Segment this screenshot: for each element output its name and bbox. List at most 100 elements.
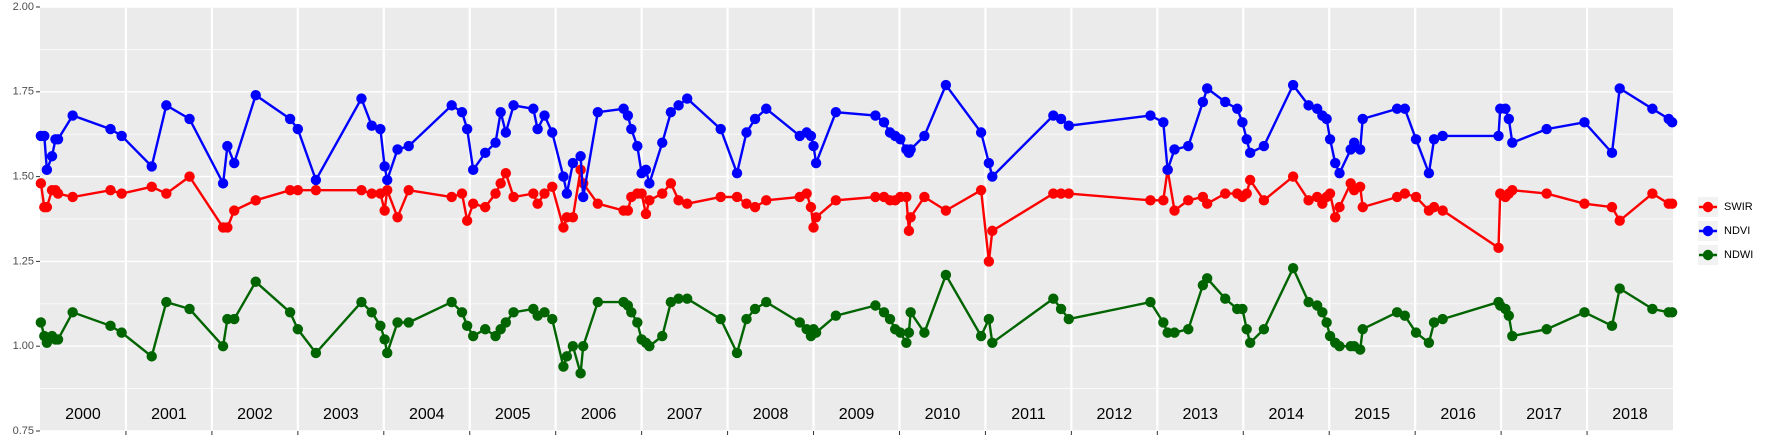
data-point [1579, 198, 1590, 209]
data-point [1183, 324, 1194, 335]
data-point [446, 191, 457, 203]
data-point [310, 174, 322, 186]
data-point [1145, 296, 1156, 308]
data-point [657, 330, 668, 342]
data-point [640, 164, 652, 176]
year-label: 2005 [495, 406, 531, 423]
data-point [1303, 296, 1314, 308]
data-point [467, 198, 479, 209]
data-point [116, 327, 127, 338]
year-label: 2016 [1440, 406, 1476, 423]
data-point [673, 195, 684, 206]
data-point [1428, 134, 1440, 145]
data-point [1232, 103, 1243, 114]
data-point [1303, 195, 1314, 206]
data-point [508, 100, 519, 111]
year-label: 2002 [237, 406, 273, 423]
data-point [392, 317, 403, 328]
data-point [284, 113, 296, 125]
data-point [575, 151, 586, 162]
data-point [884, 313, 896, 325]
data-point [1666, 117, 1678, 128]
data-point [870, 110, 881, 121]
legend-dot [1702, 249, 1714, 261]
data-point [161, 100, 172, 111]
data-point [292, 324, 304, 335]
data-point [1541, 324, 1552, 335]
data-point [1169, 144, 1180, 155]
data-point [392, 212, 403, 223]
data-point [229, 313, 240, 325]
data-point [379, 334, 390, 345]
data-point [528, 188, 539, 199]
data-point [1241, 188, 1252, 199]
data-point [919, 191, 930, 203]
data-point [67, 307, 78, 318]
data-point [250, 276, 261, 287]
data-point [1503, 113, 1515, 125]
data-point [983, 313, 995, 325]
data-point [1354, 344, 1366, 355]
data-point [495, 106, 506, 118]
data-point [577, 191, 589, 203]
data-point [161, 188, 172, 199]
data-point [741, 313, 752, 325]
data-point [1201, 198, 1213, 209]
data-point [561, 188, 573, 199]
data-point [810, 327, 822, 338]
data-point [146, 351, 157, 362]
data-point [1647, 188, 1658, 199]
data-point [761, 195, 772, 206]
data-point [1244, 337, 1256, 349]
data-point [681, 293, 693, 304]
data-point [456, 188, 468, 199]
data-point [284, 184, 296, 196]
data-point [1541, 188, 1552, 199]
data-point [217, 178, 229, 189]
data-point [1437, 313, 1448, 325]
legend-label: SWIR [1724, 201, 1753, 213]
data-point [1348, 137, 1360, 148]
data-point [539, 307, 550, 318]
data-point [382, 174, 393, 186]
legend-label: NDWI [1724, 249, 1753, 261]
data-point [528, 103, 539, 114]
data-point [1437, 205, 1448, 216]
data-point [292, 184, 304, 196]
year-label: 2009 [839, 406, 875, 423]
year-label: 2000 [65, 406, 101, 423]
data-point [116, 188, 127, 199]
data-point [749, 113, 761, 125]
data-point [794, 317, 805, 328]
data-point [456, 307, 468, 318]
data-point [1614, 215, 1625, 226]
data-point [1493, 130, 1504, 142]
data-point [749, 303, 761, 315]
data-point [1357, 324, 1368, 335]
data-point [461, 123, 473, 135]
data-point [1614, 83, 1625, 94]
data-point [1579, 307, 1590, 318]
data-point [919, 327, 930, 338]
data-point [41, 164, 53, 176]
data-point [1241, 134, 1252, 145]
data-point [1158, 117, 1169, 128]
data-point [681, 93, 693, 104]
data-point [731, 347, 743, 359]
data-point [749, 201, 761, 213]
data-point [375, 320, 386, 332]
data-point [1606, 320, 1618, 332]
data-point [1410, 327, 1422, 338]
data-point [310, 347, 322, 359]
data-point [1357, 113, 1368, 125]
data-point [1324, 188, 1336, 199]
year-label: 2004 [409, 406, 445, 423]
data-point [490, 137, 501, 148]
data-point [673, 100, 684, 111]
data-point [35, 178, 47, 189]
data-point [622, 110, 634, 121]
data-point [366, 307, 377, 318]
data-point [761, 103, 772, 114]
data-point [1647, 303, 1658, 315]
